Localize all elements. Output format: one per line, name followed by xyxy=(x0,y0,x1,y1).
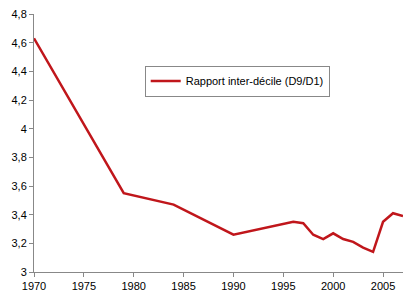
svg-text:1995: 1995 xyxy=(271,280,295,292)
svg-text:4,8: 4,8 xyxy=(12,8,27,20)
svg-text:4,2: 4,2 xyxy=(12,94,27,106)
svg-text:4: 4 xyxy=(21,123,27,135)
svg-text:4,4: 4,4 xyxy=(12,65,27,77)
svg-text:1985: 1985 xyxy=(171,280,195,292)
svg-text:1970: 1970 xyxy=(22,280,46,292)
svg-text:1975: 1975 xyxy=(72,280,96,292)
svg-text:Rapport inter-décile (D9/D1): Rapport inter-décile (D9/D1) xyxy=(186,75,324,87)
svg-text:3,8: 3,8 xyxy=(12,151,27,163)
svg-text:4,6: 4,6 xyxy=(12,37,27,49)
svg-text:3,6: 3,6 xyxy=(12,180,27,192)
svg-text:1990: 1990 xyxy=(221,280,245,292)
svg-text:3,4: 3,4 xyxy=(12,209,27,221)
svg-text:3: 3 xyxy=(21,266,27,278)
svg-text:3,2: 3,2 xyxy=(12,237,27,249)
svg-text:1980: 1980 xyxy=(121,280,145,292)
svg-text:2005: 2005 xyxy=(371,280,395,292)
svg-text:2000: 2000 xyxy=(321,280,345,292)
